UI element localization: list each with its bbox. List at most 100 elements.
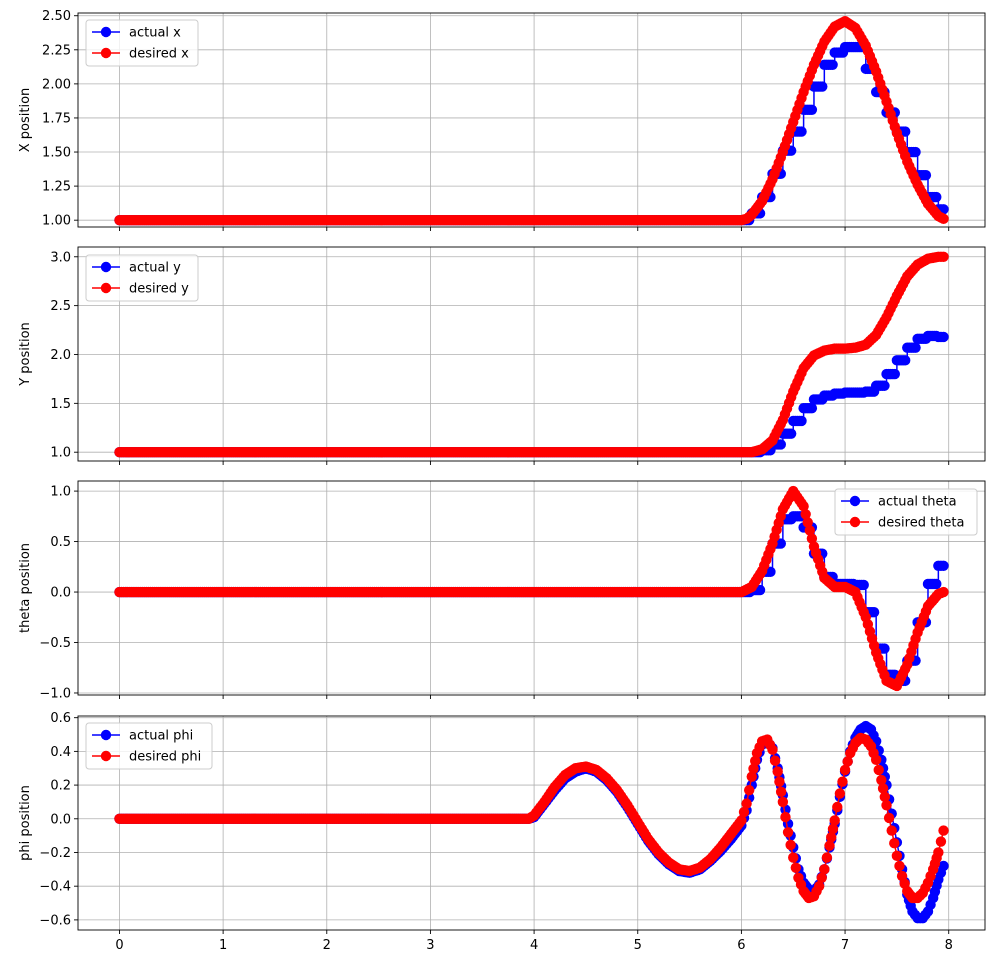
data-point (868, 607, 880, 618)
y-tick-label: 0.0 (50, 812, 71, 827)
data-point (879, 791, 890, 803)
data-point (796, 126, 807, 137)
y-axis-label: Y position (18, 322, 33, 387)
data-point (938, 860, 949, 872)
axes-frame (77, 246, 986, 462)
x-tick-label: 2 (323, 938, 331, 953)
y-tick-label: 1.0 (50, 446, 71, 461)
data-point (858, 579, 869, 591)
x-tick-label: 1 (219, 938, 227, 953)
data-point (765, 566, 776, 578)
data-point (769, 755, 781, 766)
data-point (910, 146, 921, 158)
y-tick-label: 1.00 (42, 214, 71, 229)
data-point (806, 403, 818, 414)
data-point (800, 509, 811, 520)
y-tick-label: 0.4 (50, 745, 71, 760)
x-tick-label: 0 (115, 938, 123, 953)
data-point (798, 501, 809, 512)
data-point (876, 774, 887, 786)
legend: actual phi desired phi (85, 722, 213, 770)
series-line (119, 46, 944, 221)
data-point (785, 839, 796, 851)
y-tick-label: 2.5 (50, 299, 71, 314)
series-desired-x (114, 15, 949, 226)
panel-3: −1.0 −0.5 0.0 0.5 1.0 theta position actual th… (18, 480, 986, 701)
legend-label: desired phi (129, 750, 201, 765)
data-point (938, 331, 949, 343)
x-tick-label: 4 (530, 938, 538, 953)
series-desired-theta (114, 485, 949, 692)
legend-marker (100, 729, 112, 741)
series-actual-theta (114, 511, 949, 687)
data-point (775, 538, 786, 549)
legend-marker (849, 495, 861, 507)
y-tick-label: 1.25 (42, 180, 71, 195)
legend-label: actual theta (878, 495, 957, 510)
y-tick-label: 2.25 (42, 43, 71, 58)
data-point (889, 368, 901, 380)
x-tick-label: 8 (945, 938, 953, 953)
y-axis-label: theta position (18, 543, 33, 633)
data-point (743, 784, 755, 796)
series-desired-y (114, 251, 949, 458)
y-tick-label: −1.0 (39, 686, 71, 701)
panel-1: 1.00 1.25 1.50 1.75 2.00 2.25 2.50 X position ac… (18, 9, 986, 231)
axes-frame (77, 715, 986, 931)
data-point (931, 578, 942, 590)
axes-frame (77, 480, 986, 696)
data-point (806, 533, 818, 544)
data-point (775, 786, 787, 798)
data-point (790, 862, 802, 873)
data-point (767, 744, 778, 755)
data-point (819, 864, 830, 875)
y-tick-label: −0.2 (39, 846, 71, 861)
legend-label: actual phi (129, 729, 193, 744)
x-tick-label: 3 (426, 938, 434, 953)
plot-area (114, 15, 949, 226)
data-point (891, 850, 903, 862)
data-point (785, 428, 797, 439)
y-tick-label: 0.6 (50, 711, 71, 726)
data-point (883, 812, 895, 824)
data-point (817, 81, 828, 92)
data-point (736, 815, 747, 826)
panel-4: −0.6 −0.4 −0.2 0.0 0.2 0.4 0.6 0 1 2 3 4 5 6 7 8 phi pos… (18, 711, 986, 953)
data-point (920, 170, 932, 181)
y-tick-label: 1.50 (42, 146, 71, 161)
axes-frame (77, 12, 986, 228)
panel-2: 1.0 1.5 2.0 2.5 3.0 Y position actual y desired… (18, 246, 986, 465)
y-tick-label: 1.75 (42, 111, 71, 126)
y-tick-label: 0.0 (50, 586, 71, 601)
legend-label: actual x (129, 26, 181, 41)
legend-marker (100, 47, 112, 59)
legend-marker (100, 750, 112, 762)
legend-marker (100, 26, 112, 38)
data-point (842, 756, 853, 767)
data-point (837, 776, 848, 787)
data-point (877, 783, 889, 794)
data-point (777, 796, 789, 808)
data-point (899, 126, 911, 137)
y-tick-label: 2.00 (42, 77, 71, 92)
data-point (910, 342, 921, 353)
data-point (821, 852, 833, 863)
legend: actual y desired y (85, 254, 199, 302)
data-point (894, 860, 905, 872)
y-axis-label: phi position (18, 785, 33, 861)
data-point (938, 560, 949, 571)
data-point (889, 838, 900, 849)
data-point (782, 827, 794, 838)
data-point (827, 823, 839, 835)
y-tick-label: 0.2 (50, 779, 71, 794)
legend-box (834, 488, 978, 536)
data-point (746, 771, 757, 782)
y-tick-label: 2.0 (50, 348, 71, 363)
data-point (938, 213, 949, 225)
x-tick-label: 6 (737, 938, 745, 953)
data-point (775, 439, 786, 450)
data-point (832, 801, 843, 813)
data-point (796, 415, 807, 427)
data-point (879, 380, 890, 391)
